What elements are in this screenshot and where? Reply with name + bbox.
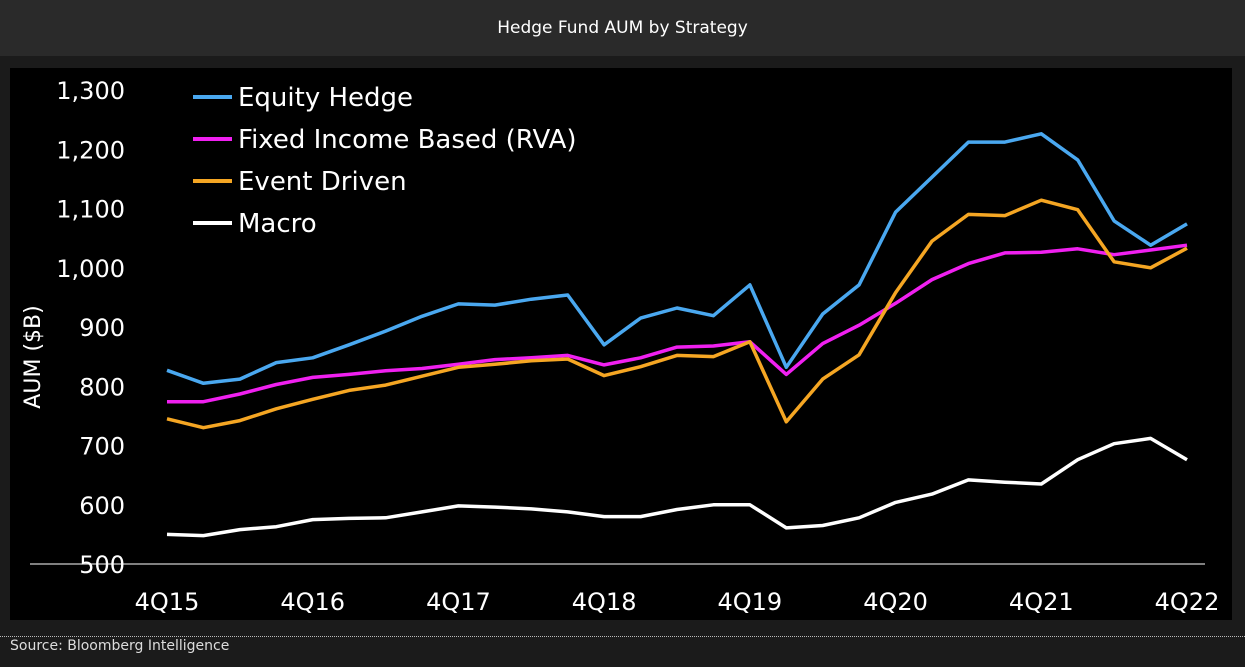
y-tick-label: 500 xyxy=(79,551,125,579)
y-tick-label: 600 xyxy=(79,492,125,520)
line-chart: 500 600 700 800 900 1,000 1,100 1,200 1,300 4Q15 4… xyxy=(21,77,1220,616)
y-axis-label: AUM ($B) xyxy=(21,305,46,408)
x-tick-label: 4Q22 xyxy=(1155,588,1220,616)
chart-title-bar: Hedge Fund AUM by Strategy xyxy=(0,0,1245,56)
x-tick-label: 4Q15 xyxy=(135,588,200,616)
legend-label: Fixed Income Based (RVA) xyxy=(238,125,577,155)
source-note: Source: Bloomberg Intelligence xyxy=(10,638,230,654)
x-tick-label: 4Q16 xyxy=(280,588,345,616)
y-tick-label: 1,300 xyxy=(56,77,125,105)
chart-title: Hedge Fund AUM by Strategy xyxy=(497,18,748,38)
x-tick-label: 4Q17 xyxy=(426,588,491,616)
y-tick-label: 1,000 xyxy=(56,255,125,283)
y-tick-label: 1,100 xyxy=(56,196,125,224)
series-line-macro xyxy=(166,436,1188,538)
series-line-event-driven xyxy=(166,198,1188,430)
x-tick-label: 4Q18 xyxy=(572,588,637,616)
x-tick-label: 4Q19 xyxy=(718,588,783,616)
x-tick-label: 4Q21 xyxy=(1009,588,1074,616)
legend-label: Equity Hedge xyxy=(238,83,413,113)
divider xyxy=(0,636,1245,637)
y-tick-label: 900 xyxy=(79,314,125,342)
chart-plot-area: 500 600 700 800 900 1,000 1,100 1,200 1,300 4Q15 4… xyxy=(10,68,1232,620)
x-tick-label: 4Q20 xyxy=(863,588,928,616)
legend-label: Event Driven xyxy=(238,167,407,197)
legend-label: Macro xyxy=(238,209,317,239)
y-tick-label: 1,200 xyxy=(56,136,125,164)
series-line-fixed-income-based-rva- xyxy=(167,243,1188,404)
y-tick-label: 700 xyxy=(79,433,125,461)
y-tick-label: 800 xyxy=(79,373,125,401)
